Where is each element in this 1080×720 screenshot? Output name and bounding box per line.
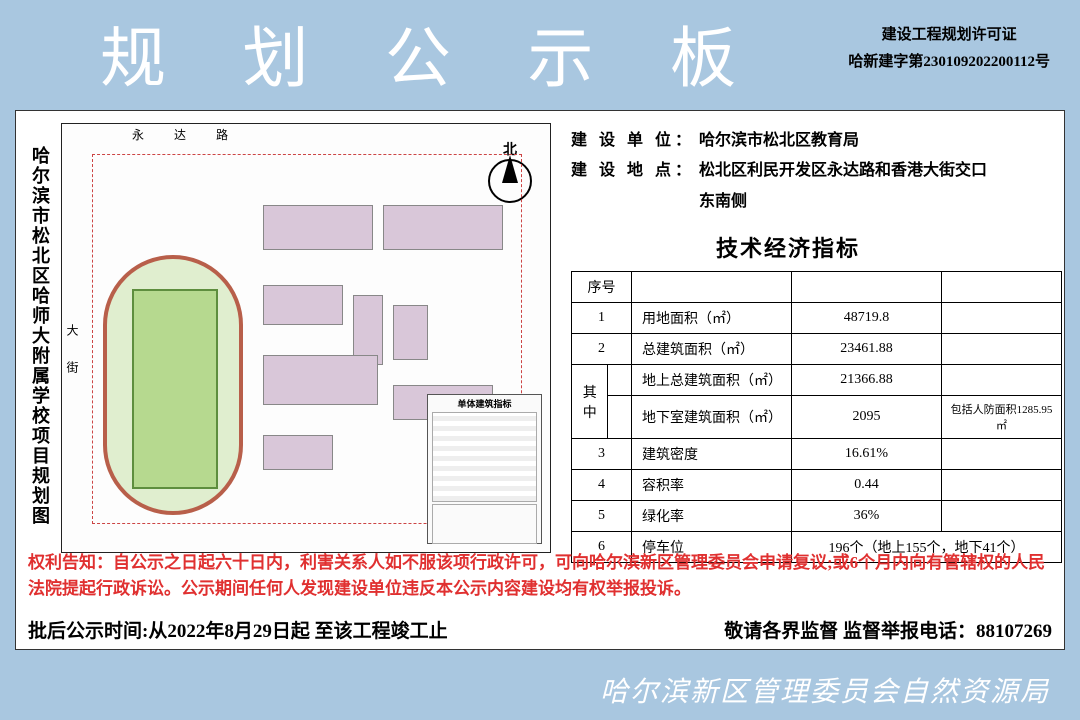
site-plan: 永达路 大街 北 单体建筑指标 bbox=[61, 123, 551, 553]
location-label: 建 设 地 点： bbox=[571, 156, 695, 186]
building-3 bbox=[263, 285, 343, 325]
cell-note bbox=[942, 303, 1062, 334]
table-row: 2 总建筑面积（㎡） 23461.88 bbox=[572, 334, 1062, 365]
cell-label: 地上总建筑面积（㎡） bbox=[632, 365, 792, 396]
road-top-label: 永达路 bbox=[132, 126, 258, 143]
table-row: 1 用地面积（㎡） 48719.8 bbox=[572, 303, 1062, 334]
sports-field bbox=[132, 289, 218, 489]
cell-label: 总建筑面积（㎡） bbox=[632, 334, 792, 365]
cell-val: 48719.8 bbox=[792, 303, 942, 334]
table-header-row: 序号 bbox=[572, 272, 1062, 303]
location-value-1: 松北区利民开发区永达路和香港大街交口 bbox=[699, 156, 987, 186]
table-row: 地下室建筑面积（㎡） 2095 包括人防面积1285.95㎡ bbox=[572, 396, 1062, 439]
cell-label: 容积率 bbox=[632, 470, 792, 501]
main-title: 规 划 公 示 板 bbox=[100, 5, 766, 101]
permit-block: 建设工程规划许可证 哈新建字第230109202200112号 bbox=[848, 22, 1050, 76]
header: 规 划 公 示 板 建设工程规划许可证 哈新建字第230109202200112… bbox=[0, 0, 1080, 100]
timing-row: 批后公示时间:从2022年8月29日起 至该工程竣工止 敬请各界监督 监督举报电… bbox=[28, 616, 1052, 643]
notice-text: 自公示之日起六十日内，利害关系人如不服该项行政许可，可向哈尔滨新区管理委员会申请… bbox=[28, 553, 1045, 598]
cell-val: 21366.88 bbox=[792, 365, 942, 396]
cell-label: 地下室建筑面积（㎡） bbox=[632, 396, 792, 439]
notice-label: 权利告知： bbox=[28, 553, 113, 572]
legend-box: 单体建筑指标 bbox=[427, 394, 542, 544]
project-info: 建 设 单 位： 哈尔滨市松北区教育局 建 设 地 点： 松北区利民开发区永达路… bbox=[571, 126, 1052, 217]
legend-title: 单体建筑指标 bbox=[430, 397, 539, 410]
subgroup-label: 其中 bbox=[572, 365, 608, 439]
building-1 bbox=[263, 205, 373, 250]
table-row: 3 建筑密度 16.61% bbox=[572, 439, 1062, 470]
cell-label: 绿化率 bbox=[632, 501, 792, 532]
running-track bbox=[103, 255, 243, 515]
permit-line1: 建设工程规划许可证 bbox=[848, 22, 1050, 49]
building-8 bbox=[263, 435, 333, 470]
cell-val: 0.44 bbox=[792, 470, 942, 501]
metrics-title: 技术经济指标 bbox=[716, 231, 860, 263]
cell-note bbox=[942, 334, 1062, 365]
th-seq: 序号 bbox=[572, 272, 632, 303]
cell-label: 建筑密度 bbox=[632, 439, 792, 470]
cell-seq: 1 bbox=[572, 303, 632, 334]
supervision-phone: 敬请各界监督 监督举报电话：88107269 bbox=[724, 616, 1052, 643]
building-6 bbox=[263, 355, 378, 405]
cell-seq: 5 bbox=[572, 501, 632, 532]
unit-value: 哈尔滨市松北区教育局 bbox=[699, 126, 859, 156]
permit-line2: 哈新建字第230109202200112号 bbox=[848, 49, 1050, 76]
rights-notice: 权利告知：自公示之日起六十日内，利害关系人如不服该项行政许可，可向哈尔滨新区管理… bbox=[28, 550, 1052, 601]
unit-label: 建 设 单 位： bbox=[571, 126, 695, 156]
building-5 bbox=[393, 305, 428, 360]
cell-seq: 4 bbox=[572, 470, 632, 501]
metrics-table: 序号 1 用地面积（㎡） 48719.8 2 总建筑面积（㎡） 23461.88… bbox=[571, 271, 1062, 563]
issuing-authority: 哈尔滨新区管理委员会自然资源局 bbox=[600, 670, 1050, 710]
table-row: 其中 地上总建筑面积（㎡） 21366.88 bbox=[572, 365, 1062, 396]
cell-seq: 3 bbox=[572, 439, 632, 470]
cell-val: 2095 bbox=[792, 396, 942, 439]
building-2 bbox=[383, 205, 503, 250]
project-name-vertical: 哈尔滨市松北区哈师大附属学校项目规划图 bbox=[24, 126, 50, 546]
cell-val: 23461.88 bbox=[792, 334, 942, 365]
cell-note: 包括人防面积1285.95㎡ bbox=[942, 396, 1062, 439]
cell-val: 36% bbox=[792, 501, 942, 532]
cell-note bbox=[942, 365, 1062, 396]
cell-label: 用地面积（㎡） bbox=[632, 303, 792, 334]
cell-seq: 2 bbox=[572, 334, 632, 365]
table-row: 5 绿化率 36% bbox=[572, 501, 1062, 532]
content-panel: 哈尔滨市松北区哈师大附属学校项目规划图 永达路 大街 北 单体建筑指标 bbox=[15, 110, 1065, 650]
publicity-period: 批后公示时间:从2022年8月29日起 至该工程竣工止 bbox=[28, 616, 448, 643]
cell-val: 16.61% bbox=[792, 439, 942, 470]
location-value-2: 东南侧 bbox=[699, 187, 747, 217]
table-row: 4 容积率 0.44 bbox=[572, 470, 1062, 501]
road-left-label: 大街 bbox=[64, 324, 81, 398]
